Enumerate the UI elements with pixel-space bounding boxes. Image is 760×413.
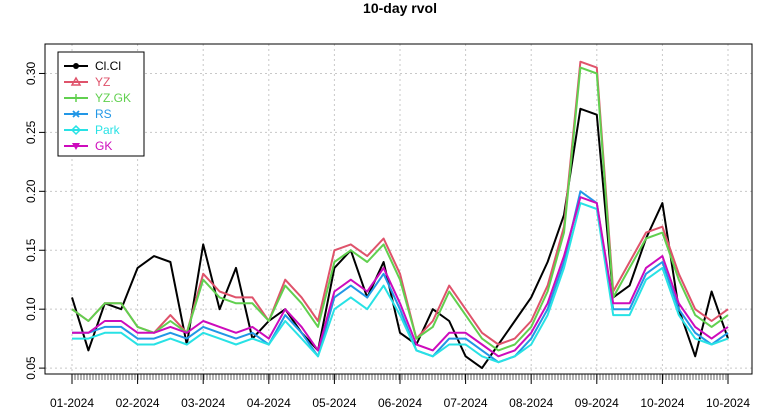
legend-marker: [70, 76, 82, 86]
legend-label: Park: [95, 123, 121, 137]
x-tick-label: 10-2024: [640, 396, 684, 410]
y-tick-label: 0.25: [24, 120, 38, 144]
legend-marker: [72, 110, 80, 118]
legend-label: YZ: [95, 75, 110, 89]
legend-marker: [73, 63, 79, 69]
series-line-cl-cl: [71, 107, 729, 370]
x-tick-label: 10-2024: [706, 396, 750, 410]
y-tick-label: 0.30: [24, 61, 38, 85]
chart-title: 10-day rvol: [363, 0, 437, 16]
x-tick-label: 09-2024: [575, 396, 619, 410]
x-tick-label: 07-2024: [444, 396, 488, 410]
legend: Cl.Cl YZ YZ.GK RS Park GK: [57, 51, 145, 157]
series-line-yz-gk: [71, 66, 729, 352]
legend-marker: [72, 143, 80, 150]
legend-marker: [72, 94, 80, 102]
x-tick-label: 06-2024: [378, 396, 422, 410]
y-tick-label: 0.20: [24, 179, 38, 203]
x-tick-label: 04-2024: [247, 396, 291, 410]
x-tick-label: 02-2024: [116, 396, 160, 410]
axis-layer: 0.05 0.10 0.15 0.20 0.25 0.30 01-2024 02-2024 03…: [24, 61, 750, 410]
y-tick-label: 0.15: [24, 238, 38, 262]
legend-box: [57, 51, 145, 157]
series-line-yz: [71, 60, 729, 346]
legend-label: RS: [95, 107, 112, 121]
series-line-rs: [72, 190, 729, 364]
legend-label: YZ.GK: [95, 91, 131, 105]
x-tick-label: 05-2024: [312, 396, 356, 410]
y-tick-label: 0.05: [24, 356, 38, 380]
legend-marker: [70, 124, 82, 136]
y-tick-label: 0.10: [24, 297, 38, 321]
legend-label: GK: [95, 139, 112, 153]
series-line-park: [72, 202, 729, 364]
legend-label: Cl.Cl: [95, 59, 121, 73]
series-line-gk: [72, 196, 729, 358]
series-layer: [71, 60, 729, 370]
x-tick-label: 08-2024: [509, 396, 553, 410]
x-tick-label: 01-2024: [50, 396, 94, 410]
x-tick-label: 03-2024: [181, 396, 225, 410]
